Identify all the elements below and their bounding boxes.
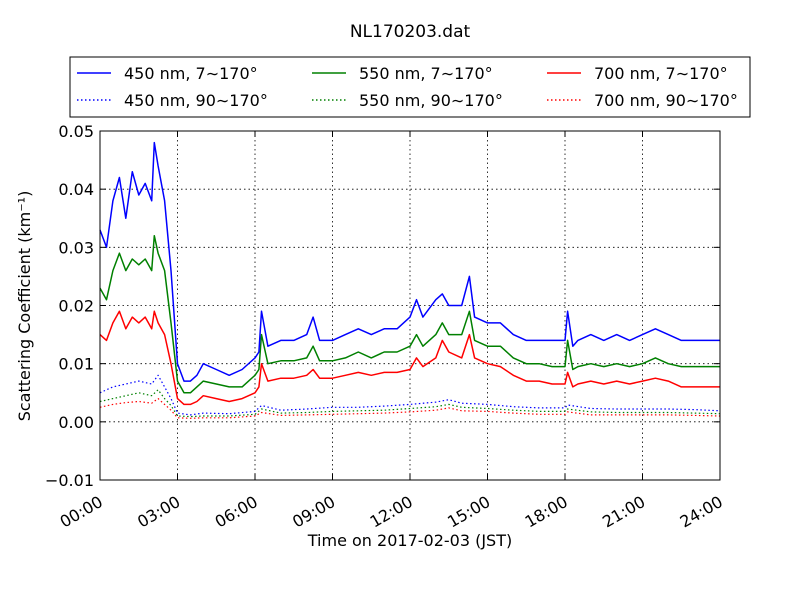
y-tick-label: 0.04 (58, 180, 94, 199)
series-line (99, 389, 721, 418)
legend-label: 700 nm, 7∼170° (594, 64, 728, 83)
series-line (99, 398, 721, 419)
x-tick-label: 24:00 (677, 492, 726, 532)
y-tick-label: 0.01 (58, 355, 94, 374)
axis-ticks (99, 130, 721, 481)
x-tick-label: 09:00 (289, 492, 338, 532)
gridlines (100, 131, 720, 480)
x-axis-label: Time on 2017-02-03 (JST) (307, 531, 512, 550)
x-tick-label: 03:00 (134, 492, 183, 532)
legend-label: 700 nm, 90∼170° (594, 91, 738, 110)
legend-box (69, 56, 751, 118)
legend-label: 550 nm, 7∼170° (359, 64, 493, 83)
legend-label: 550 nm, 90∼170° (359, 91, 503, 110)
x-tick-label: 12:00 (367, 492, 416, 532)
legend-label: 450 nm, 7∼170° (124, 64, 258, 83)
y-tick-label: 0.00 (58, 413, 94, 432)
y-axis-label: Scattering Coefficient (km⁻¹) (15, 191, 34, 422)
y-tick-label: 0.02 (58, 297, 94, 316)
x-tick-label: 06:00 (212, 492, 261, 532)
legend: 450 nm, 7∼170° 550 nm, 7∼170° 700 nm, 7∼17… (69, 56, 751, 118)
y-tick-labels: −0.01 0.00 0.01 0.02 0.03 0.04 0.05 (45, 122, 94, 490)
series-line (99, 310, 720, 406)
chart-title: NL170203.dat (350, 22, 471, 42)
x-tick-label: 15:00 (444, 492, 493, 532)
x-tick-label: 00:00 (57, 492, 106, 532)
x-tick-labels: 00:00 03:00 06:00 09:00 12:00 15:00 18:00 21:00… (57, 492, 726, 532)
y-tick-label: 0.05 (58, 122, 94, 141)
series-line (99, 234, 720, 394)
legend-label: 450 nm, 90∼170° (124, 91, 268, 110)
y-tick-label: 0.03 (58, 238, 94, 257)
y-tick-label: −0.01 (45, 471, 94, 490)
x-tick-label: 18:00 (522, 492, 571, 532)
series-layer (99, 141, 721, 419)
series-line (99, 141, 720, 382)
x-tick-label: 21:00 (599, 492, 648, 532)
